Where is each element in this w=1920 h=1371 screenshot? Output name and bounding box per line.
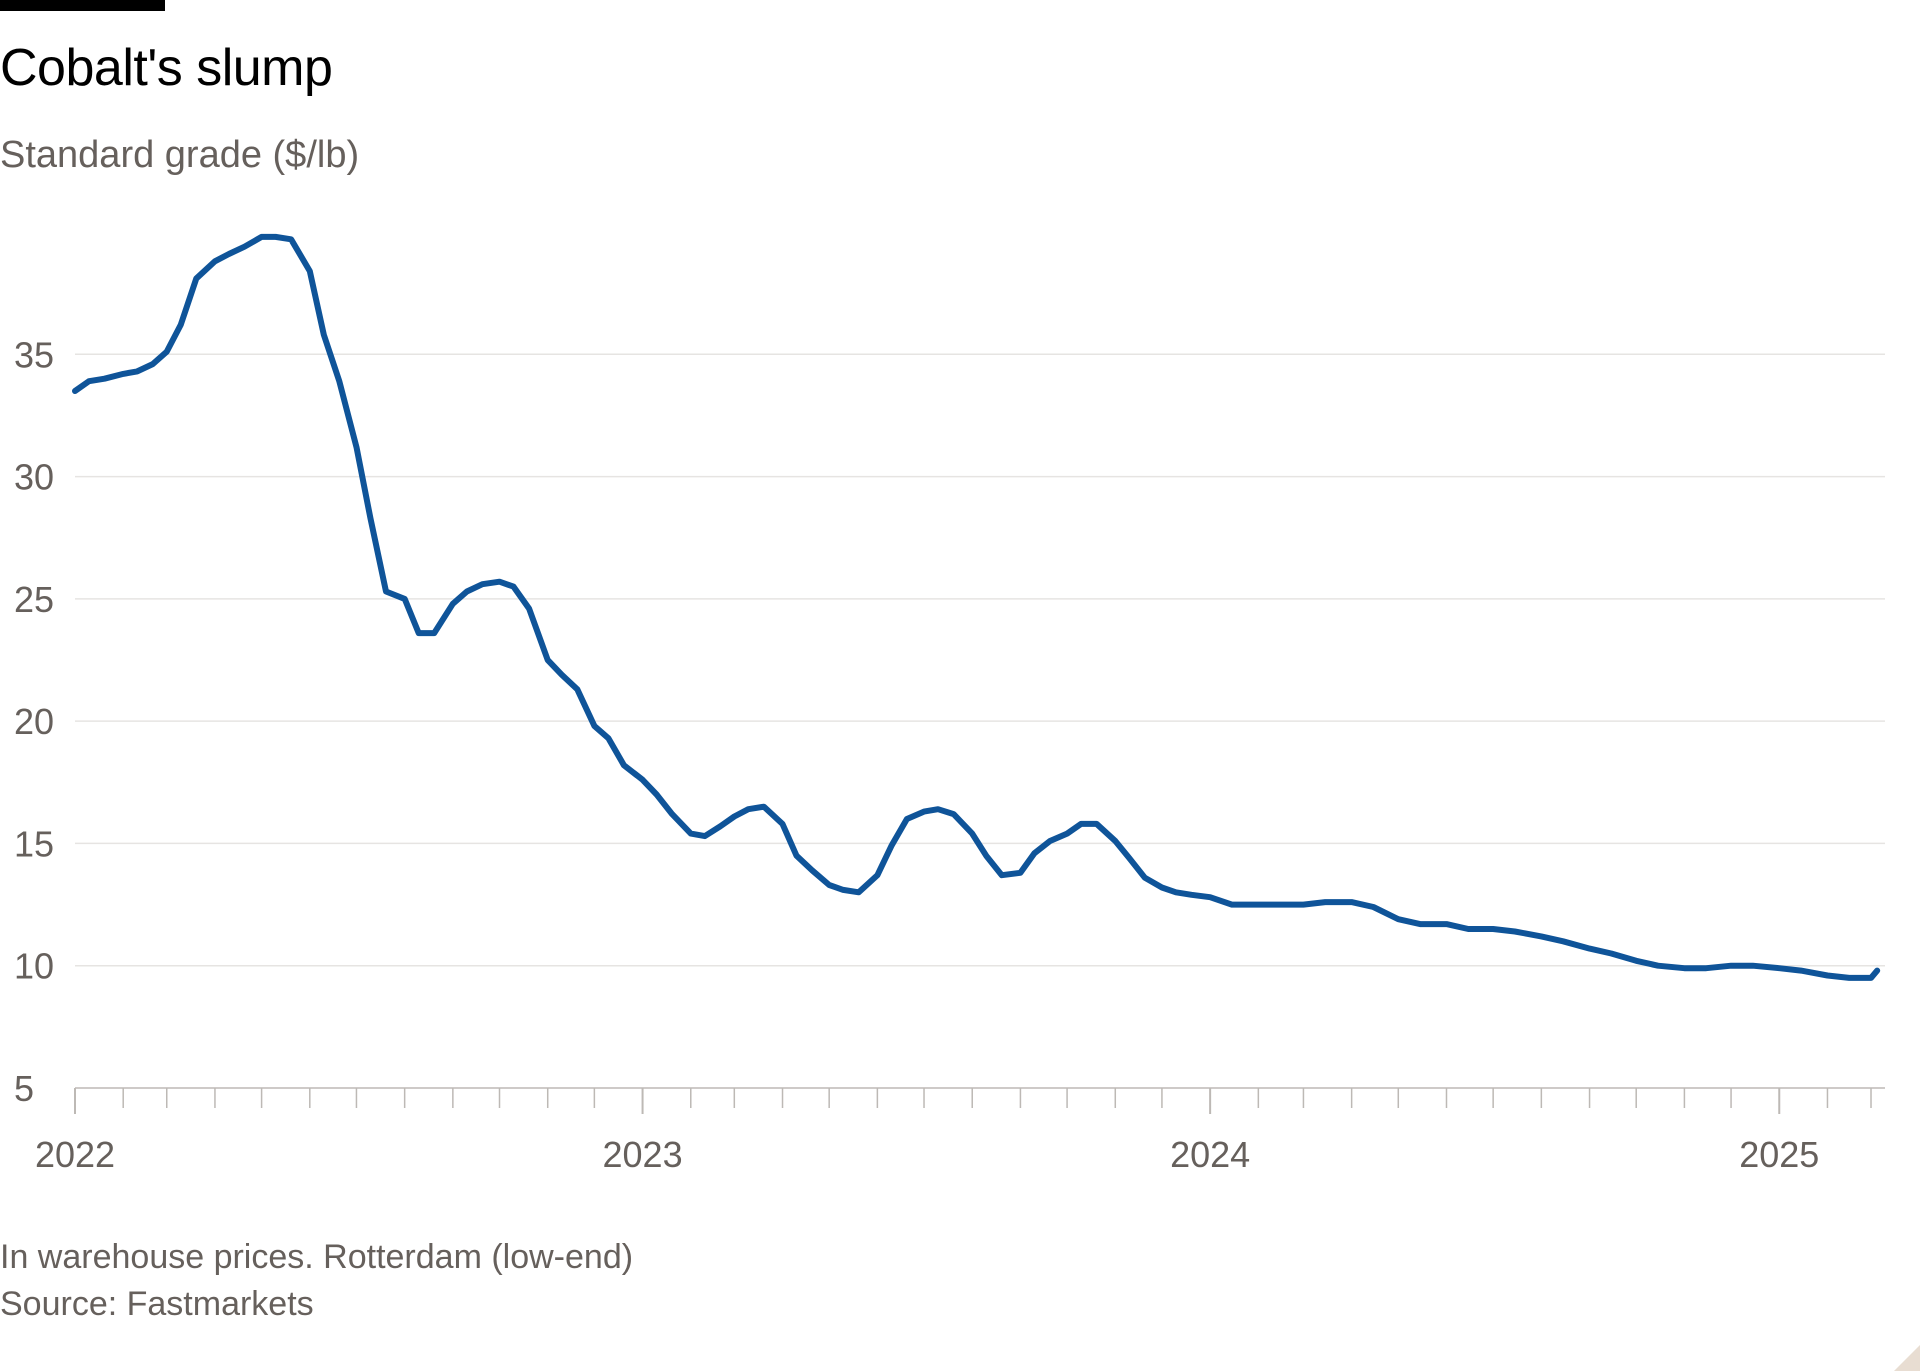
series-line: [72, 233, 1881, 981]
y-tick-label: 25: [14, 579, 54, 620]
y-tick-label: 15: [14, 823, 54, 864]
chart-title: Cobalt's slump: [0, 39, 333, 97]
brand-bar: [0, 0, 165, 11]
y-axis-ticks: 5 10 15 20 25 30 35: [14, 334, 54, 1109]
chart-source: Source: Fastmarkets: [0, 1285, 314, 1323]
x-axis: 2022 2023 2024 2025: [35, 1087, 1885, 1175]
y-tick-label: 30: [14, 457, 54, 498]
price-line: [72, 233, 1881, 981]
y-tick-label: 20: [14, 701, 54, 742]
gridlines: [75, 353, 1885, 967]
chart-subtitle: Standard grade ($/lb): [0, 134, 360, 176]
corner-mark: [1894, 1345, 1920, 1371]
chart-footnote: In warehouse prices. Rotterdam (low-end): [0, 1238, 634, 1276]
y-tick-label: 5: [14, 1068, 34, 1109]
x-tick-label: 2022: [35, 1134, 115, 1175]
x-tick-label: 2025: [1739, 1134, 1819, 1175]
y-tick-label: 10: [14, 946, 54, 987]
x-tick-label: 2023: [603, 1134, 683, 1175]
x-tick-label: 2024: [1170, 1134, 1250, 1175]
y-tick-label: 35: [14, 334, 54, 375]
